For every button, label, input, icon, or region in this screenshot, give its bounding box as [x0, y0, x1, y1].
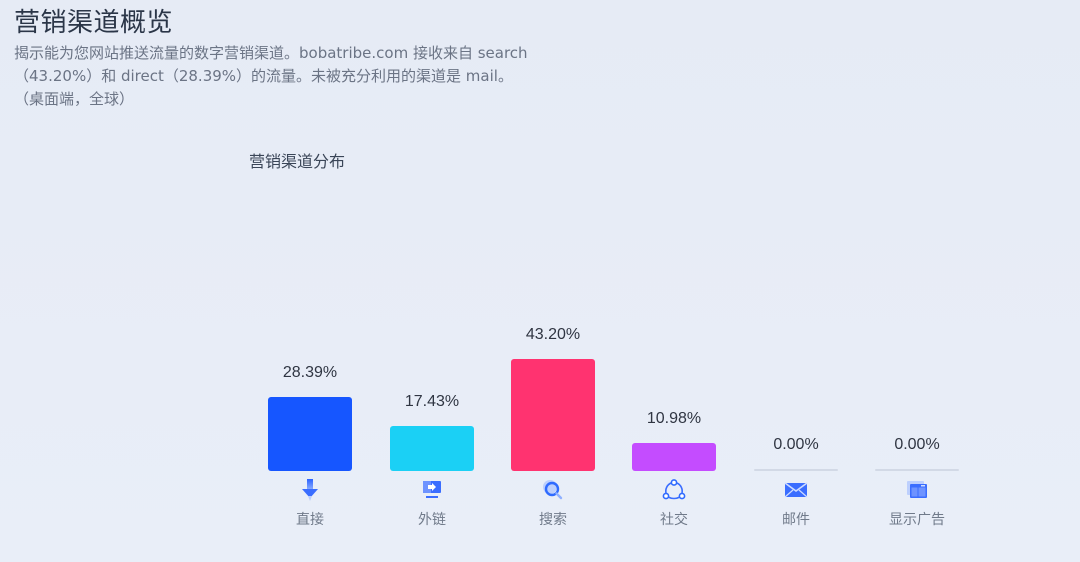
page-description: 揭示能为您网站推送流量的数字营销渠道。bobatribe.com 接收来自 se… — [14, 42, 594, 111]
envelope-icon — [783, 478, 809, 502]
chart-title: 营销渠道分布 — [249, 152, 346, 171]
bar-value-label: 43.20% — [525, 326, 581, 343]
monitor-arrow-icon — [419, 478, 445, 502]
bar-category-label: 社交 — [660, 512, 688, 528]
bar-display-ads-empty[interactable] — [875, 469, 959, 471]
bar-value-label: 17.43% — [404, 393, 460, 410]
bar-referral[interactable] — [390, 426, 474, 471]
browser-window-icon — [904, 478, 930, 502]
bar-category-label: 直接 — [296, 512, 324, 528]
bar-mail-empty[interactable] — [754, 469, 838, 471]
bar-value-label: 28.39% — [282, 364, 338, 381]
description-line: 揭示能为您网站推送流量的数字营销渠道。bobatribe.com 接收来自 se… — [14, 44, 528, 62]
bar-category-label: 邮件 — [782, 512, 810, 528]
bar-value-label: 0.00% — [773, 436, 819, 453]
bar-value-label: 10.98% — [646, 410, 702, 427]
share-network-icon — [661, 478, 687, 502]
magnifier-icon — [540, 478, 566, 502]
bar-value-label: 0.00% — [894, 436, 940, 453]
bar-direct[interactable] — [268, 397, 352, 471]
description-line: （43.20%）和 direct（28.39%）的流量。未被充分利用的渠道是 m… — [14, 67, 513, 85]
page-title: 营销渠道概览 — [14, 8, 174, 38]
bar-search[interactable] — [511, 359, 595, 471]
bar-category-label: 显示广告 — [889, 512, 945, 528]
description-line: （桌面端，全球） — [14, 90, 135, 108]
bar-category-label: 搜索 — [539, 512, 567, 528]
arrow-down-icon — [297, 478, 323, 502]
bar-social[interactable] — [632, 443, 716, 471]
bar-category-label: 外链 — [418, 512, 446, 528]
